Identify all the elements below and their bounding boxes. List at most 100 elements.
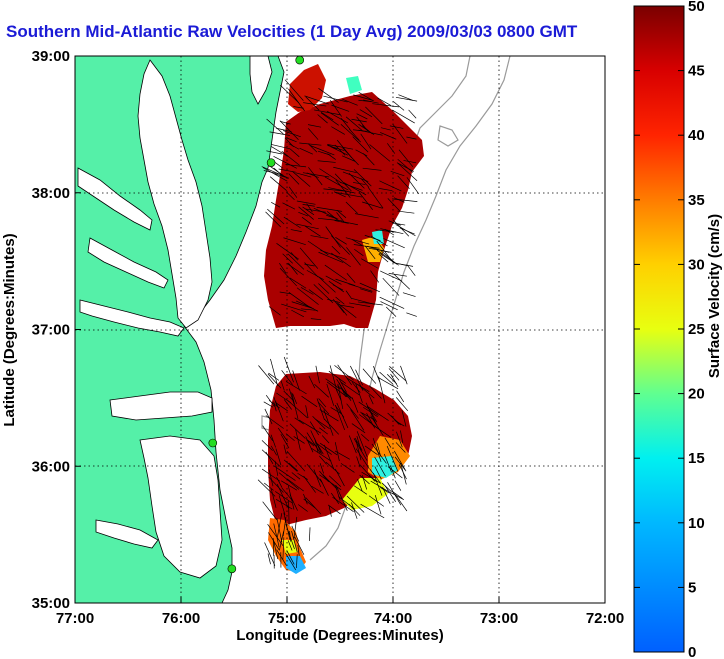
velocity-vector [311,485,324,494]
velocity-vector [283,237,306,245]
velocity-vector [336,139,352,158]
velocity-vector [270,488,277,508]
velocity-vector [360,133,372,150]
velocity-vector [291,525,300,542]
velocity-vector [310,430,322,454]
velocity-vector [318,283,330,294]
velocity-vector [319,168,342,184]
velocity-vector [288,292,309,307]
velocity-vector [353,438,368,461]
velocity-vector [262,501,278,521]
velocity-vector [378,376,386,404]
velocity-vector [325,461,340,475]
velocity-vector [318,398,327,408]
hf-radar-stations [208,56,305,574]
x-tick-label: 75:00 [268,610,306,627]
velocity-vector [303,475,316,493]
velocity-vector [270,434,276,448]
velocity-vector [307,439,317,447]
velocity-vector [395,442,406,453]
velocity-vector [306,304,319,312]
velocity-vector [331,245,341,255]
velocity-vector [324,176,349,191]
velocity-vector [358,92,374,101]
x-tick-label: 73:00 [480,610,518,627]
velocity-vector [335,278,356,286]
velocity-vector [348,503,361,516]
velocity-vector [345,290,353,300]
velocity-vector [362,167,382,171]
velocity-vector [330,492,340,504]
velocity-vector [278,495,286,515]
velocity-vector [261,449,282,468]
velocity-vector [305,497,322,515]
velocity-vector [395,397,409,412]
velocity-vector [348,435,357,454]
velocity-vector [300,287,314,295]
velocity-south-gradient-3 [372,456,398,478]
velocity-vector [397,175,410,190]
velocity-vector [301,395,318,408]
velocity-vector [396,390,405,403]
colorbar-tick-label: 30 [688,256,705,273]
velocity-vector [279,84,299,104]
velocity-vector [398,94,414,101]
velocity-vector [352,129,367,132]
velocity-vector [298,419,322,434]
velocity-vector [394,494,408,512]
velocity-vector [336,402,349,429]
velocity-vector [320,249,347,260]
x-tick-label: 76:00 [162,610,200,627]
colorbar-tick-label: 5 [688,579,696,596]
velocity-vector [273,396,278,408]
velocity-vector [270,358,278,386]
velocity-vector [370,235,388,247]
velocity-vector [279,291,291,295]
velocity-vector [368,247,392,253]
velocity-vector [381,482,392,492]
velocity-vector [385,306,397,317]
velocity-vector [297,472,308,480]
velocity-vector [351,423,366,434]
velocity-vector [267,523,284,546]
velocity-vector [384,485,396,502]
velocity-vector [268,306,281,316]
velocity-vector [361,412,376,421]
colorbar-tick-label: 20 [688,386,705,403]
velocity-vector [379,180,402,192]
velocity-vector [326,110,348,124]
velocity-vector [362,153,375,166]
velocity-vector [355,383,363,403]
velocity-vector [306,203,313,213]
velocity-vector [289,148,300,158]
velocity-vector [307,143,318,153]
velocity-vector [338,382,346,397]
velocity-vector [325,275,342,285]
velocity-vector [293,106,304,109]
velocity-vector [394,480,402,491]
velocity-vector [360,503,385,519]
velocity-vector [334,450,351,460]
velocity-vector [338,496,356,510]
velocity-vector [397,210,415,214]
velocity-vector [288,500,290,526]
velocity-vector [323,444,335,470]
y-tick-label: 36:00 [32,458,70,475]
velocity-vector [287,485,295,510]
velocity-vector [276,476,283,488]
velocity-vector [308,167,323,186]
velocity-vector [349,302,371,307]
colorbar-tick-label: 35 [688,192,705,209]
velocity-vector [291,392,299,420]
velocity-vector [392,198,418,202]
velocity-vector [325,226,341,248]
velocity-vector [348,172,365,189]
velocity-vector [403,160,417,164]
velocity-vector [309,527,311,541]
velocity-vector [402,292,416,297]
velocity-vector [356,456,361,468]
velocity-vector [271,202,281,208]
velocity-vector [305,96,320,111]
velocity-vector [273,465,296,481]
